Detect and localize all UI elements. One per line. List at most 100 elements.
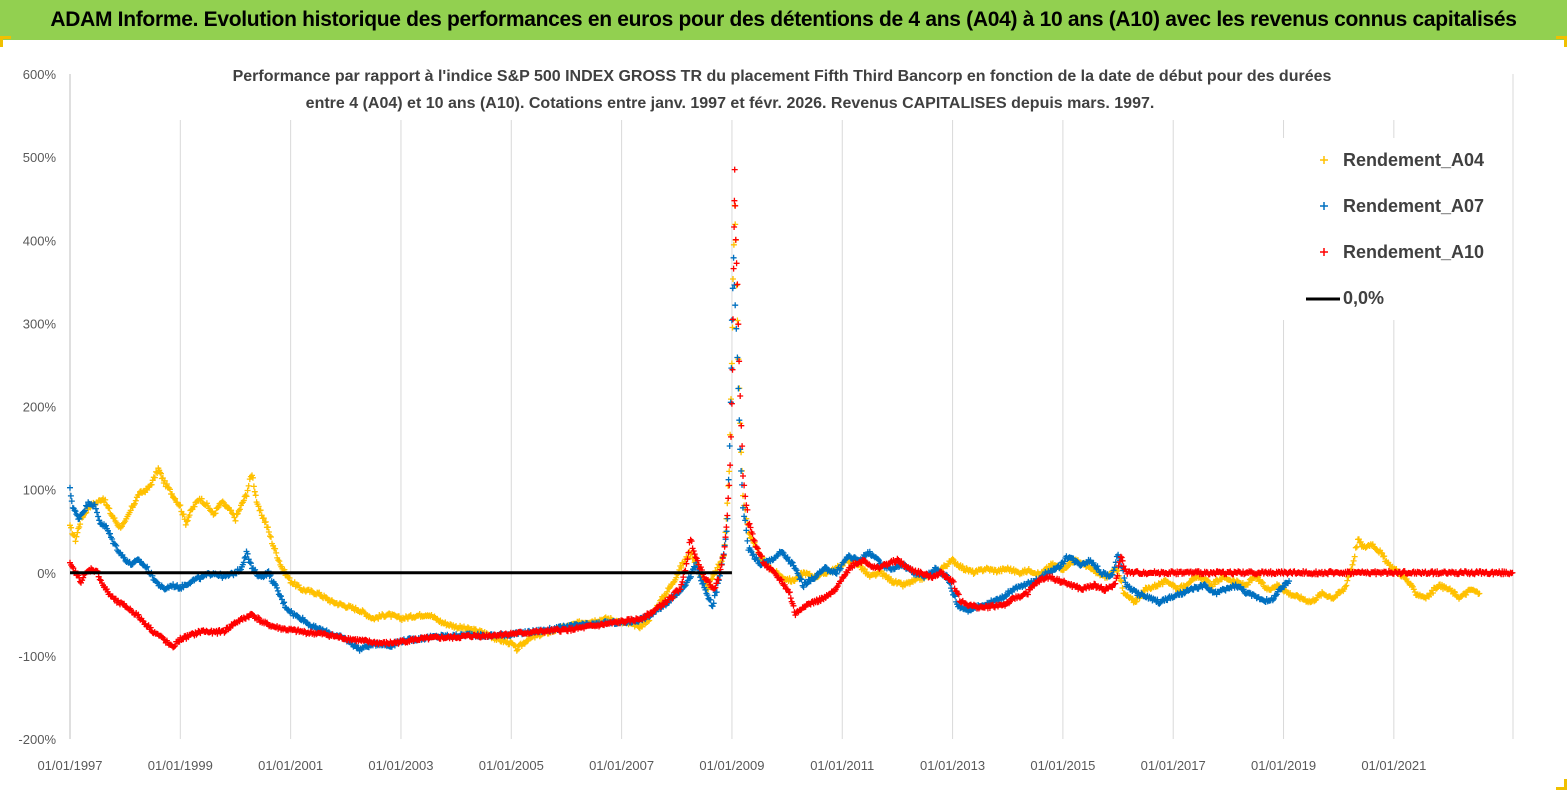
data-point [687, 536, 694, 543]
data-point [94, 509, 100, 516]
data-point [841, 557, 848, 564]
data-point [76, 524, 83, 530]
corner-mark-top-left [0, 36, 11, 47]
data-point [148, 481, 155, 488]
x-tick-label: 01/01/2003 [368, 758, 433, 773]
data-point [758, 553, 765, 560]
data-point [72, 538, 79, 545]
data-point [737, 393, 744, 399]
legend-plus-marker [1320, 202, 1328, 210]
data-point [1063, 564, 1070, 571]
x-tick-label: 01/01/1999 [148, 758, 213, 773]
x-tick-label: 01/01/2009 [699, 758, 764, 773]
data-point [787, 595, 794, 602]
data-point [91, 501, 98, 508]
data-point [76, 515, 83, 522]
data-point [295, 582, 302, 589]
data-point [111, 515, 118, 521]
grid-layer [69, 74, 1514, 739]
data-point [711, 585, 718, 592]
data-point [736, 358, 743, 365]
data-point [117, 524, 124, 531]
data-point [161, 477, 168, 484]
data-point [721, 543, 728, 550]
data-point [74, 529, 81, 536]
data-point [743, 527, 750, 534]
data-point [1118, 554, 1125, 561]
data-point [702, 586, 709, 593]
data-point [677, 586, 684, 593]
data-point [795, 572, 802, 579]
data-point [214, 504, 221, 511]
data-point [72, 508, 79, 515]
data-point [244, 487, 251, 494]
y-tick-label: 500% [23, 150, 57, 165]
data-point [1352, 544, 1359, 551]
data-point [1343, 582, 1350, 589]
data-point [751, 538, 758, 544]
data-point [71, 507, 78, 514]
data-point [244, 550, 251, 557]
data-point [286, 575, 293, 581]
data-point [681, 583, 688, 590]
data-point [220, 499, 227, 506]
data-point [792, 612, 799, 619]
data-point [781, 581, 788, 588]
x-tick-label: 01/01/2007 [589, 758, 654, 773]
data-point [724, 500, 731, 507]
data-point [135, 611, 142, 618]
data-point [264, 524, 271, 531]
data-point [255, 614, 261, 621]
data-point [106, 505, 113, 512]
data-point [874, 556, 881, 562]
data-point [729, 366, 736, 373]
data-point [786, 589, 793, 596]
data-point [169, 491, 175, 497]
y-tick-label: -100% [18, 649, 56, 664]
data-point [733, 260, 740, 267]
data-point [1070, 555, 1077, 562]
data-point [798, 576, 805, 583]
data-point [228, 507, 235, 514]
data-point [728, 400, 735, 407]
data-point [174, 582, 181, 589]
legend-label: Rendement_A07 [1343, 196, 1484, 216]
data-point [719, 555, 726, 562]
data-point [513, 647, 520, 654]
data-point [1187, 578, 1194, 585]
data-point [171, 643, 178, 650]
data-point [241, 555, 248, 561]
data-point [83, 502, 89, 509]
data-point [789, 559, 796, 566]
data-point [753, 544, 760, 551]
data-point [726, 482, 733, 489]
data-point [172, 642, 179, 649]
data-point [954, 590, 961, 597]
legend-box [1282, 138, 1504, 320]
data-point [1112, 580, 1119, 587]
y-tick-label: 0% [37, 566, 56, 581]
data-point [180, 511, 187, 518]
data-point [715, 576, 722, 583]
data-point [866, 548, 873, 555]
data-point [1452, 589, 1458, 596]
data-point [1110, 567, 1117, 574]
data-point [793, 567, 800, 574]
data-point [141, 488, 148, 495]
data-point [1109, 584, 1116, 591]
data-point [197, 576, 204, 583]
data-point [750, 551, 757, 558]
data-point [67, 484, 73, 491]
y-tick-label: 400% [23, 233, 57, 248]
data-point [744, 537, 751, 544]
data-point [275, 557, 282, 564]
data-point [724, 512, 731, 519]
data-point [731, 197, 738, 204]
data-point [240, 497, 247, 504]
data-point [713, 589, 720, 596]
data-point [747, 524, 754, 531]
data-point [80, 574, 87, 581]
corner-mark-top-right [1556, 36, 1567, 47]
data-point [728, 317, 735, 324]
data-point [691, 551, 698, 558]
